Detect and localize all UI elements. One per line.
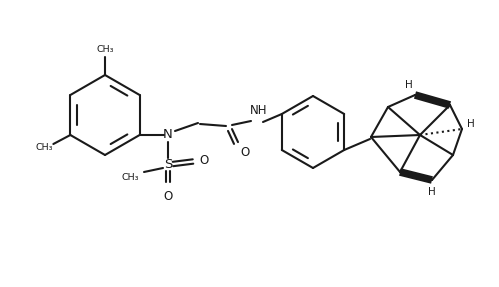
Text: O: O <box>200 154 209 166</box>
Text: H: H <box>405 80 413 90</box>
Text: NH: NH <box>250 104 268 117</box>
Text: CH₃: CH₃ <box>35 144 53 152</box>
Text: O: O <box>163 189 173 203</box>
Text: CH₃: CH₃ <box>96 44 114 53</box>
Text: S: S <box>164 158 172 172</box>
Text: O: O <box>241 146 250 160</box>
Text: CH₃: CH₃ <box>121 174 139 183</box>
Text: H: H <box>467 119 475 129</box>
Text: H: H <box>428 187 436 197</box>
Text: N: N <box>163 129 173 141</box>
